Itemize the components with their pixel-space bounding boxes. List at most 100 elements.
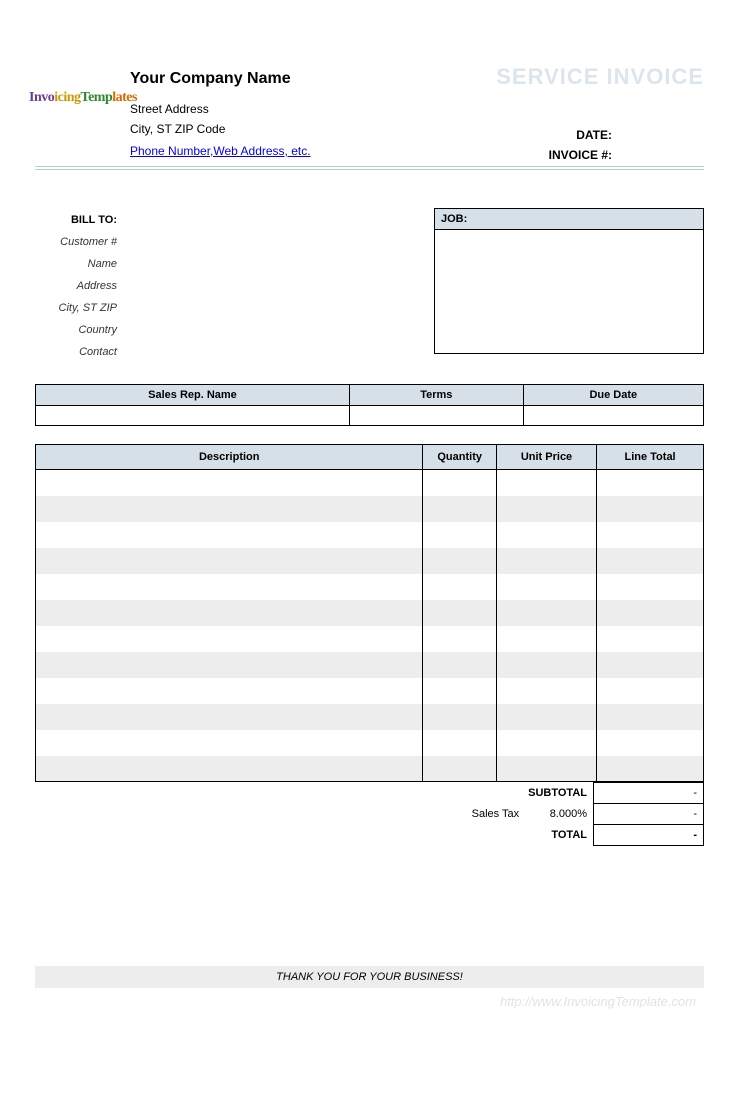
items-cell-unit-price[interactable] — [496, 522, 596, 548]
items-row — [36, 678, 704, 704]
invoice-number-label: INVOICE #: — [549, 148, 612, 162]
tax-rate: 8.000% — [550, 808, 587, 820]
items-cell-unit-price[interactable] — [496, 574, 596, 600]
items-cell-unit-price[interactable] — [496, 730, 596, 756]
items-cell-quantity[interactable] — [423, 496, 496, 522]
items-cell-quantity[interactable] — [423, 548, 496, 574]
items-cell-line-total[interactable] — [597, 600, 704, 626]
info-table: Sales Rep. Name Terms Due Date — [35, 384, 704, 426]
items-cell-unit-price[interactable] — [496, 652, 596, 678]
items-header-description: Description — [36, 445, 423, 470]
items-cell-quantity[interactable] — [423, 626, 496, 652]
logo: InvoicingTemplates — [29, 90, 137, 106]
items-cell-quantity[interactable] — [423, 652, 496, 678]
items-cell-quantity[interactable] — [423, 730, 496, 756]
items-cell-quantity[interactable] — [423, 470, 496, 496]
watermark-url: http://www.InvoicingTemplate.com — [35, 988, 704, 1009]
items-cell-description[interactable] — [36, 704, 423, 730]
info-cell-terms[interactable] — [349, 406, 523, 426]
items-cell-quantity[interactable] — [423, 704, 496, 730]
total-value: - — [594, 825, 704, 846]
items-cell-unit-price[interactable] — [496, 704, 596, 730]
items-cell-description[interactable] — [36, 522, 423, 548]
items-cell-unit-price[interactable] — [496, 496, 596, 522]
items-cell-unit-price[interactable] — [496, 548, 596, 574]
bill-to-city: City, ST ZIP — [35, 302, 117, 314]
items-header-linetotal: Line Total — [597, 445, 704, 470]
subtotal-label: SUBTOTAL — [35, 783, 594, 804]
items-cell-description[interactable] — [36, 626, 423, 652]
items-row — [36, 574, 704, 600]
items-cell-line-total[interactable] — [597, 470, 704, 496]
items-cell-description[interactable] — [36, 678, 423, 704]
thank-you-footer: THANK YOU FOR YOUR BUSINESS! — [35, 966, 704, 988]
tax-label: Sales Tax — [472, 808, 520, 820]
items-row — [36, 704, 704, 730]
items-cell-line-total[interactable] — [597, 496, 704, 522]
mid-section: BILL TO: Customer # Name Address City, S… — [35, 214, 704, 378]
items-cell-unit-price[interactable] — [496, 626, 596, 652]
items-table: Description Quantity Unit Price Line Tot… — [35, 444, 704, 782]
items-cell-quantity[interactable] — [423, 756, 496, 782]
contact-link-wrap: Phone Number,Web Address, etc. — [130, 142, 704, 160]
invoice-page: InvoicingTemplates SERVICE INVOICE DATE:… — [0, 0, 739, 1039]
items-cell-unit-price[interactable] — [496, 470, 596, 496]
items-cell-quantity[interactable] — [423, 574, 496, 600]
items-row — [36, 470, 704, 496]
bill-to-heading: BILL TO: — [35, 214, 117, 226]
meta-labels: DATE: INVOICE #: — [549, 128, 612, 168]
items-cell-description[interactable] — [36, 730, 423, 756]
items-row — [36, 600, 704, 626]
items-cell-line-total[interactable] — [597, 756, 704, 782]
info-header-terms: Terms — [349, 385, 523, 406]
items-header-quantity: Quantity — [423, 445, 496, 470]
items-cell-quantity[interactable] — [423, 678, 496, 704]
job-box: JOB: — [434, 208, 704, 354]
items-row — [36, 756, 704, 782]
items-cell-description[interactable] — [36, 600, 423, 626]
items-cell-description[interactable] — [36, 470, 423, 496]
items-row — [36, 652, 704, 678]
info-cell-salesrep[interactable] — [36, 406, 350, 426]
tax-row: Sales Tax 8.000% — [35, 804, 594, 825]
items-cell-line-total[interactable] — [597, 548, 704, 574]
city-state-zip: City, ST ZIP Code — [130, 122, 704, 136]
items-cell-unit-price[interactable] — [496, 756, 596, 782]
items-cell-unit-price[interactable] — [496, 600, 596, 626]
items-header-unitprice: Unit Price — [496, 445, 596, 470]
bill-to-address: Address — [35, 280, 117, 292]
items-cell-description[interactable] — [36, 756, 423, 782]
items-cell-quantity[interactable] — [423, 600, 496, 626]
items-cell-quantity[interactable] — [423, 522, 496, 548]
totals-block: SUBTOTAL - Sales Tax 8.000% - TOTAL - — [35, 782, 704, 846]
items-cell-description[interactable] — [36, 496, 423, 522]
items-cell-line-total[interactable] — [597, 678, 704, 704]
items-cell-description[interactable] — [36, 652, 423, 678]
total-label: TOTAL — [35, 825, 594, 846]
items-cell-description[interactable] — [36, 574, 423, 600]
items-cell-unit-price[interactable] — [496, 678, 596, 704]
items-cell-line-total[interactable] — [597, 652, 704, 678]
subtotal-value: - — [594, 783, 704, 804]
items-cell-line-total[interactable] — [597, 626, 704, 652]
contact-link[interactable]: Phone Number,Web Address, etc. — [130, 144, 311, 158]
items-cell-description[interactable] — [36, 548, 423, 574]
items-cell-line-total[interactable] — [597, 522, 704, 548]
bill-to-name: Name — [35, 258, 117, 270]
document-title: SERVICE INVOICE — [496, 64, 704, 90]
header: InvoicingTemplates SERVICE INVOICE DATE:… — [35, 70, 704, 160]
items-row — [36, 626, 704, 652]
items-row — [36, 548, 704, 574]
info-header-duedate: Due Date — [523, 385, 703, 406]
bill-to-country: Country — [35, 324, 117, 336]
bill-to-block: BILL TO: Customer # Name Address City, S… — [35, 214, 295, 358]
items-row — [36, 496, 704, 522]
items-cell-line-total[interactable] — [597, 730, 704, 756]
items-row — [36, 730, 704, 756]
info-cell-duedate[interactable] — [523, 406, 703, 426]
job-heading: JOB: — [435, 209, 703, 230]
items-cell-line-total[interactable] — [597, 574, 704, 600]
items-row — [36, 522, 704, 548]
street-address: Street Address — [130, 102, 704, 116]
items-cell-line-total[interactable] — [597, 704, 704, 730]
